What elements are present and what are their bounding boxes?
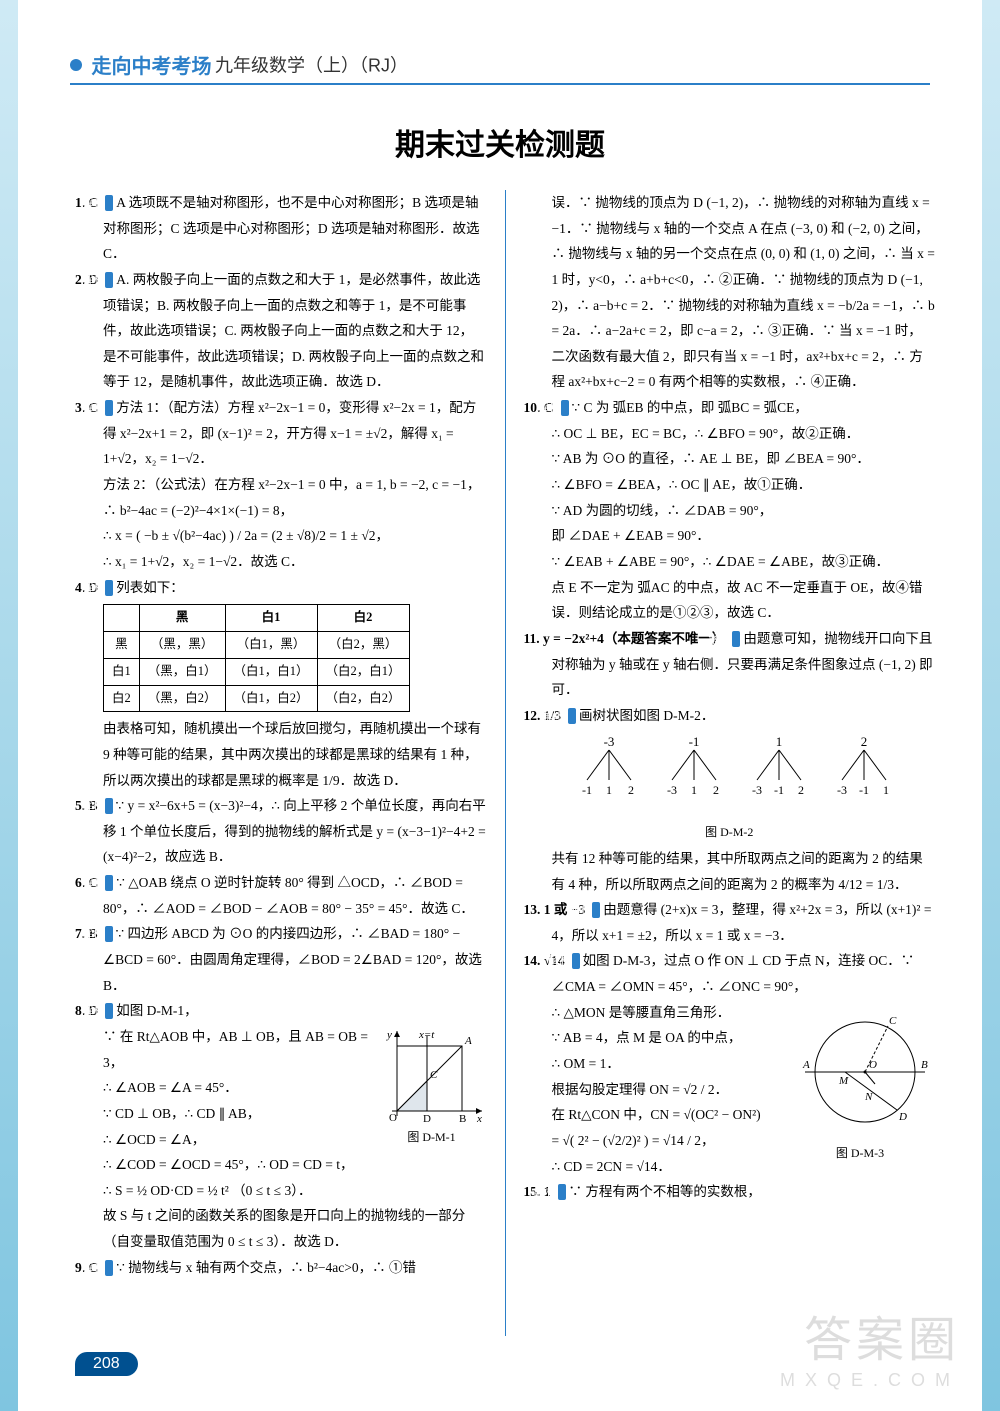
- svg-text:-3: -3: [837, 783, 847, 797]
- analysis-tag: 解析: [105, 272, 113, 288]
- right-column: 误．∵ 抛物线的顶点为 D (−1, 2)，∴ 抛物线的对称轴为直线 x = −…: [524, 190, 936, 1336]
- item-4: 4. D解析列表如下：: [75, 575, 487, 601]
- svg-text:C: C: [430, 1069, 438, 1081]
- figure-dm3: A B C D M N O 图 D-M-3: [785, 1002, 935, 1165]
- item-7: 7. B解析∵ 四边形 ABCD 为 ⊙O 的内接四边形，∴ ∠BAD = 18…: [75, 921, 487, 998]
- svg-text:-1: -1: [774, 783, 784, 797]
- item-8: 8. D解析如图 D-M-1，: [75, 998, 487, 1024]
- svg-text:B: B: [921, 1059, 928, 1071]
- svg-text:2: 2: [798, 783, 804, 797]
- analysis-tag: 解析: [572, 953, 580, 969]
- svg-text:-1: -1: [689, 734, 700, 749]
- item-9-cont: 误．∵ 抛物线的顶点为 D (−1, 2)，∴ 抛物线的对称轴为直线 x = −…: [524, 190, 936, 395]
- svg-text:M: M: [838, 1075, 849, 1087]
- analysis-tag: 解析: [105, 195, 113, 211]
- item-9: 9. C解析∵ 抛物线与 x 轴有两个交点，∴ b²−4ac>0，∴ ①错: [75, 1255, 487, 1281]
- watermark: 答案圈 MXQE.COM: [780, 1300, 960, 1391]
- svg-text:1: 1: [776, 734, 783, 749]
- left-column: 1. C解析A 选项既不是轴对称图形，也不是中心对称图形；B 选项是轴对称图形；…: [75, 190, 487, 1336]
- svg-text:y: y: [386, 1029, 392, 1041]
- page-header: 走向中考考场 九年级数学（上）（RJ）: [70, 50, 930, 90]
- page-title: 期末过关检测题: [0, 120, 1000, 164]
- svg-text:A: A: [802, 1059, 810, 1071]
- column-divider: [505, 190, 506, 1336]
- svg-text:-3: -3: [752, 783, 762, 797]
- item-5: 5. B解析∵ y = x²−6x+5 = (x−3)²−4，∴ 向上平移 2 …: [75, 793, 487, 870]
- svg-text:1: 1: [606, 783, 612, 797]
- figure-dm1: O D B A C x y x=t 图 D-M-1: [377, 1026, 487, 1149]
- analysis-tag: 解析: [105, 1260, 113, 1276]
- item-2: 2. D解析A. 两枚骰子向上一面的点数之和大于 1，是必然事件，故此选项错误；…: [75, 267, 487, 395]
- svg-text:-1: -1: [859, 783, 869, 797]
- svg-text:D: D: [898, 1111, 907, 1123]
- item-13: 13. 1 或 −3解析由题意得 (2+x)x = 3，整理，得 x²+2x =…: [524, 897, 936, 948]
- q4-table: 黑白1白2黑（黑，黑）（白1，黑）（白2，黑）白1（黑，白1）（白1，白1）（白…: [103, 604, 410, 712]
- analysis-tag: 解析: [105, 1003, 113, 1019]
- svg-text:C: C: [889, 1015, 897, 1027]
- svg-text:2: 2: [713, 783, 719, 797]
- item-12: 12. 1/3解析画树状图如图 D-M-2．: [524, 703, 936, 729]
- svg-text:x: x: [476, 1113, 482, 1125]
- svg-text:O: O: [869, 1059, 877, 1071]
- content-area: 1. C解析A 选项既不是轴对称图形，也不是中心对称图形；B 选项是轴对称图形；…: [75, 190, 935, 1336]
- analysis-tag: 解析: [105, 798, 113, 814]
- item-6: 6. C解析∵ △OAB 绕点 O 逆时针旋转 80° 得到 △OCD，∴ ∠B…: [75, 870, 487, 921]
- svg-text:x=t: x=t: [418, 1029, 435, 1041]
- analysis-tag: 解析: [105, 400, 113, 416]
- svg-text:D: D: [423, 1113, 431, 1125]
- page-number: 208: [75, 1352, 138, 1376]
- svg-text:-3: -3: [604, 734, 615, 749]
- analysis-tag: 解析: [558, 1184, 566, 1200]
- item-10: 10. C解析∵ C 为 弧EB 的中点，即 弧BC = 弧CE，: [524, 395, 936, 421]
- svg-text:2: 2: [628, 783, 634, 797]
- svg-text:N: N: [864, 1091, 873, 1103]
- item-1: 1. C解析A 选项既不是轴对称图形，也不是中心对称图形；B 选项是轴对称图形；…: [75, 190, 487, 267]
- svg-text:-1: -1: [582, 783, 592, 797]
- watermark-line2: MXQE.COM: [780, 1370, 960, 1391]
- figure-dm2: -3-112-1-3121-3-122-3-11图 D-M-2: [524, 732, 936, 843]
- svg-text:O: O: [389, 1112, 397, 1124]
- analysis-tag: 解析: [732, 631, 740, 647]
- svg-text:1: 1: [883, 783, 889, 797]
- analysis-tag: 解析: [561, 400, 569, 416]
- item-11: 11. y = −2x²+4（本题答案不唯一）解析由题意可知，抛物线开口向下且对…: [524, 626, 936, 703]
- svg-text:B: B: [459, 1113, 466, 1125]
- header-brand: 走向中考考场: [92, 56, 212, 78]
- analysis-tag: 解析: [105, 580, 113, 596]
- analysis-tag: 解析: [105, 926, 113, 942]
- item-4-after: 由表格可知，随机摸出一个球后放回搅匀，再随机摸出一个球有 9 种等可能的结果，其…: [75, 716, 487, 793]
- header-rule: [70, 83, 930, 85]
- header-dot-icon: [70, 59, 82, 71]
- analysis-tag: 解析: [592, 902, 600, 918]
- svg-text:-3: -3: [667, 783, 677, 797]
- item-15: 15. 1解析∵ 方程有两个不相等的实数根，: [524, 1179, 936, 1205]
- analysis-tag: 解析: [105, 875, 113, 891]
- analysis-tag: 解析: [568, 708, 576, 724]
- watermark-line1: 答案圈: [780, 1300, 960, 1370]
- item-3: 3. C解析方法 1：（配方法）方程 x²−2x−1 = 0，变形得 x²−2x…: [75, 395, 487, 472]
- header-sub: 九年级数学（上）（RJ）: [215, 56, 408, 76]
- item-14: 14. √14解析如图 D-M-3，过点 O 作 ON ⊥ CD 于点 N，连接…: [524, 948, 936, 999]
- svg-text:A: A: [464, 1035, 472, 1047]
- svg-text:1: 1: [691, 783, 697, 797]
- svg-text:2: 2: [861, 734, 868, 749]
